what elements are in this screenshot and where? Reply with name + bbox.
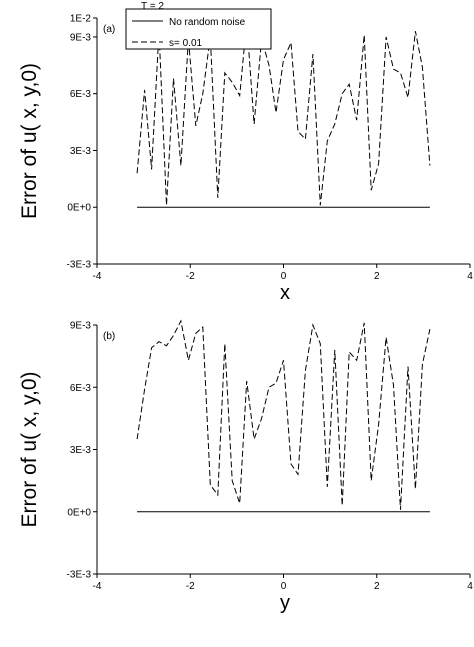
x-axis-label: x [280, 282, 290, 304]
series-line-noisy [136, 319, 431, 510]
chart-panel-a: -4 -2 0 2 4 -3E-3 0E+0 3E-3 6E-3 9E-3 1E-2 x Error o… [18, 8, 473, 304]
x-tick-label: 2 [374, 581, 380, 592]
series-line-noisy [136, 21, 431, 206]
panel-label: (a) [103, 24, 115, 35]
y-tick-label: 0E+0 [67, 203, 91, 214]
x-axis-label: y [280, 592, 290, 614]
x-tick-label: -2 [186, 271, 195, 282]
legend-entry: No random noise [169, 17, 246, 28]
x-tick-label: 4 [467, 581, 473, 592]
x-tick-label: 4 [467, 271, 473, 282]
y-axis-label: Error of u( x, y,0) [18, 63, 41, 219]
panels: -4 -2 0 2 4 -3E-3 0E+0 3E-3 6E-3 9E-3 1E-2 x Error o… [18, 8, 473, 614]
y-tick-label: 0E+0 [67, 507, 91, 518]
x-tick-label: -2 [186, 581, 195, 592]
y-tick-label: 6E-3 [70, 383, 92, 394]
y-tick-label: 9E-3 [70, 321, 92, 332]
y-tick-label: 9E-3 [70, 32, 92, 43]
y-tick-label: 1E-2 [70, 14, 92, 25]
y-tick-label: 6E-3 [70, 89, 92, 100]
x-tick-label: 0 [281, 581, 287, 592]
x-tick-label: 0 [281, 271, 287, 282]
figure-title: T = 2 [141, 1, 164, 12]
x-tick-label: -4 [93, 581, 102, 592]
y-tick-label: -3E-3 [67, 260, 92, 271]
y-tick-label: 3E-3 [70, 445, 92, 456]
x-tick-label: 2 [374, 271, 380, 282]
legend-entry: s= 0.01 [169, 38, 203, 49]
legend: No random noise s= 0.01 [125, 8, 272, 50]
y-tick-label: 3E-3 [70, 146, 92, 157]
chart-panel-b: -4 -2 0 2 4 -3E-3 0E+0 3E-3 6E-3 9E-3 y Error of u(… [18, 319, 473, 614]
x-tick-label: -4 [93, 271, 102, 282]
y-axis-label: Error of u( x, y,0) [18, 372, 41, 528]
panel-label: (b) [103, 331, 115, 342]
y-tick-label: -3E-3 [67, 570, 92, 581]
